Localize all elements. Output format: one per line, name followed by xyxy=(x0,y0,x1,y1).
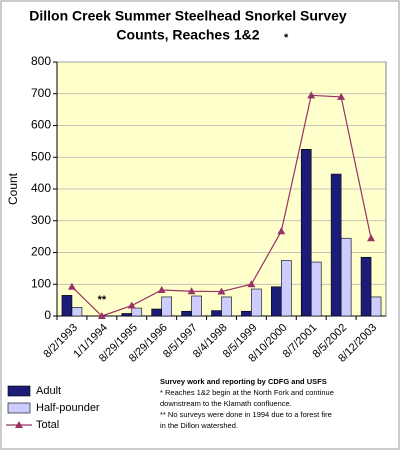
y-tick-label: 400 xyxy=(31,181,51,195)
marker xyxy=(217,287,226,295)
bar xyxy=(241,310,252,317)
marker xyxy=(247,280,256,288)
title-mark: * xyxy=(284,32,289,44)
legend-label: Total xyxy=(36,419,59,431)
marker xyxy=(307,91,316,99)
marker xyxy=(127,301,136,309)
bar xyxy=(131,307,143,317)
bar xyxy=(300,149,312,317)
marker xyxy=(277,227,286,235)
legend-label: Half-pounder xyxy=(36,402,100,414)
marker xyxy=(337,92,346,100)
legend-swatch xyxy=(15,421,23,428)
bar xyxy=(330,173,342,317)
note: ** No surveys were done in 1994 due to a… xyxy=(160,410,332,419)
y-tick-label: 600 xyxy=(31,118,51,132)
note: in the Dillon watershed. xyxy=(160,421,238,430)
y-tick-label: 100 xyxy=(31,276,51,290)
bar xyxy=(181,310,192,317)
legend-swatch xyxy=(7,402,31,414)
y-axis-label: Count xyxy=(6,172,20,205)
legend-swatch xyxy=(7,385,31,397)
y-tick-label: 500 xyxy=(31,149,51,163)
chart-title: Dillon Creek Summer Steelhead Snorkel Su… xyxy=(29,8,347,24)
y-tick-label: 0 xyxy=(44,308,51,322)
chart-title: Counts, Reaches 1&2 xyxy=(116,27,259,43)
bar xyxy=(211,310,222,317)
annotation: ** xyxy=(98,294,107,306)
y-tick-label: 200 xyxy=(31,245,51,259)
note: downstream to the Klamath confluence. xyxy=(160,399,292,408)
marker xyxy=(67,282,76,290)
bar xyxy=(360,256,372,317)
note: * Reaches 1&2 begin at the North Fork an… xyxy=(160,388,334,397)
bar xyxy=(251,288,262,317)
bar xyxy=(71,307,83,317)
bar xyxy=(151,308,162,317)
bar xyxy=(121,313,133,317)
y-tick-label: 700 xyxy=(31,86,51,100)
bar xyxy=(370,296,382,317)
note: Survey work and reporting by CDFG and US… xyxy=(160,377,327,386)
legend-label: Adult xyxy=(36,385,61,397)
bar xyxy=(61,295,73,317)
bar xyxy=(221,296,232,317)
bar xyxy=(191,295,202,317)
y-tick-label: 300 xyxy=(31,213,51,227)
y-tick-label: 800 xyxy=(31,54,51,68)
marker xyxy=(97,312,106,319)
bar xyxy=(281,260,292,317)
marker xyxy=(187,287,196,295)
bar xyxy=(340,237,352,317)
bar xyxy=(161,296,172,317)
marker xyxy=(367,234,376,242)
bar xyxy=(271,286,282,317)
marker xyxy=(157,285,166,293)
bar xyxy=(310,261,322,317)
